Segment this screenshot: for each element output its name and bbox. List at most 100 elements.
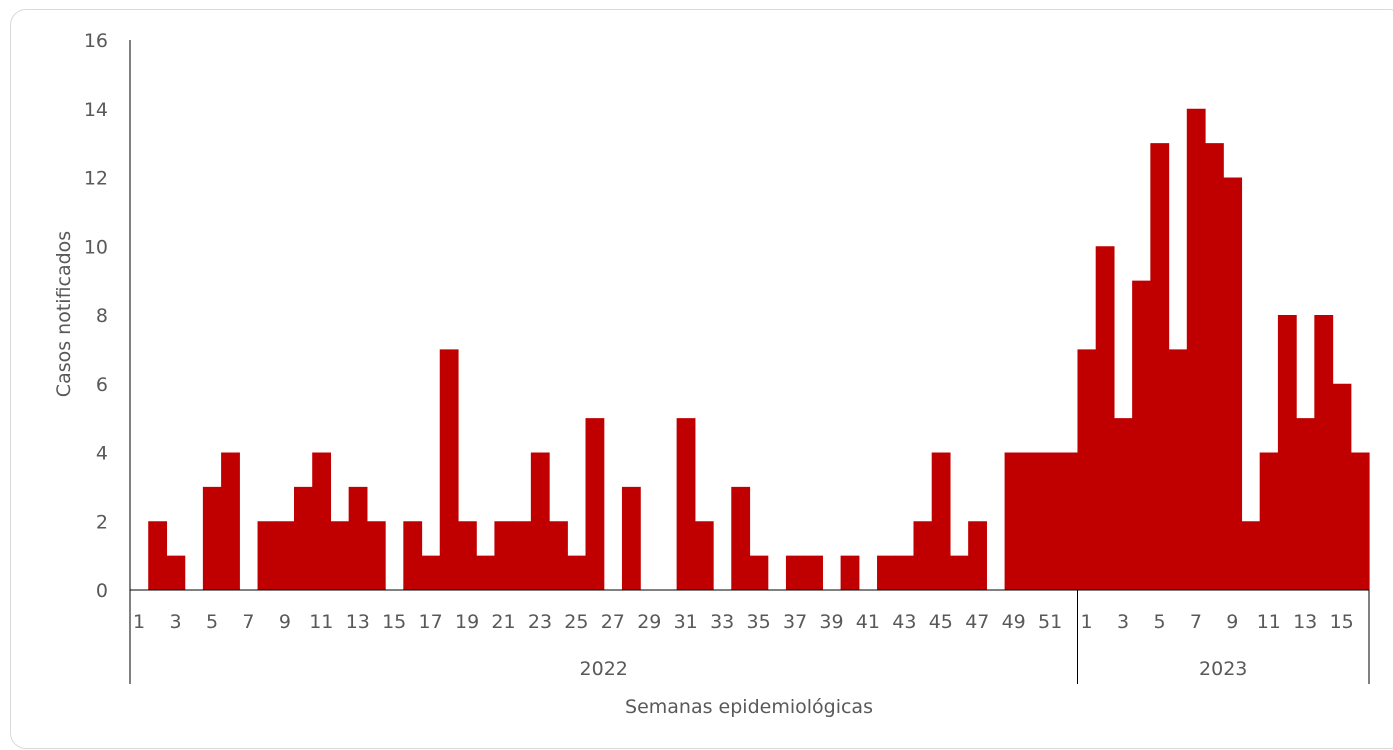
x-tick-label: 11: [1257, 611, 1281, 633]
bar-2022-w38: [804, 555, 823, 591]
x-axis-label: Semanas epidemiológicas: [625, 696, 873, 718]
bar-2023-w11: [1259, 452, 1279, 590]
bar-2023-w8: [1205, 143, 1224, 591]
x-tick-label: 15: [382, 611, 406, 633]
bar-2023-w9: [1223, 177, 1243, 590]
x-tick-label: 9: [1226, 611, 1238, 633]
bar-2023-w2: [1095, 246, 1115, 590]
bar-2022-w2: [148, 521, 168, 590]
x-tick-label: 5: [1153, 611, 1165, 633]
y-tick-label: 12: [84, 168, 108, 190]
bar-2022-w46: [949, 555, 969, 591]
x-tick-label: 21: [491, 611, 515, 633]
bar-2022-w10: [293, 486, 313, 591]
bar-2023-w1: [1077, 349, 1097, 591]
bar-2022-w28: [621, 486, 641, 591]
x-tick-label: 41: [856, 611, 880, 633]
bar-2022-w52: [1059, 452, 1079, 590]
bar-2022-w49: [1004, 452, 1024, 590]
bar-2022-w44: [913, 521, 933, 590]
bar-2023-w7: [1186, 108, 1206, 590]
bar-2022-w21: [494, 521, 514, 590]
x-tick-label: 31: [674, 611, 698, 633]
bar-2022-w50: [1022, 452, 1042, 590]
x-tick-label: 29: [637, 611, 661, 633]
bar-2022-w24: [549, 521, 568, 590]
bar-2022-w26: [585, 418, 605, 591]
x-tick-label: 17: [419, 611, 443, 633]
y-tick-label: 16: [84, 30, 108, 52]
bar-2022-w25: [567, 555, 587, 591]
bar-2022-w34: [731, 486, 751, 591]
bar-2023-w12: [1277, 315, 1297, 590]
x-tick-label: 37: [783, 611, 807, 633]
y-tick-label: 4: [96, 443, 108, 465]
bar-2022-w40: [840, 555, 860, 591]
bar-2022-w51: [1041, 452, 1060, 590]
bar-2022-w22: [512, 521, 532, 590]
y-tick-label: 10: [84, 236, 108, 258]
group-label-2022: 2022: [580, 658, 628, 680]
x-tick-label: 13: [1293, 611, 1317, 633]
bar-2022-w14: [366, 521, 386, 590]
x-tick-label: 25: [564, 611, 588, 633]
y-tick-label: 0: [96, 580, 108, 602]
bar-2022-w3: [166, 555, 186, 591]
x-tick-label: 1: [1081, 611, 1093, 633]
bar-2022-w13: [348, 486, 368, 591]
bar-2022-w32: [694, 521, 714, 590]
bar-2023-w5: [1150, 143, 1170, 591]
x-tick-label: 7: [242, 611, 254, 633]
bar-2022-w19: [457, 521, 477, 590]
x-tick-label: 3: [1117, 611, 1129, 633]
bar-2023-w15: [1332, 383, 1352, 590]
bar-2022-w23: [530, 452, 550, 590]
bar-2022-w42: [877, 555, 896, 591]
x-tick-label: 3: [170, 611, 182, 633]
x-tick-label: 35: [747, 611, 771, 633]
x-tick-label: 15: [1330, 611, 1354, 633]
bar-2022-w9: [275, 521, 295, 590]
bar-2022-w16: [403, 521, 423, 590]
bar-2023-w14: [1314, 315, 1334, 590]
bar-2022-w18: [439, 349, 459, 591]
x-tick-label: 43: [892, 611, 916, 633]
group-label-2023: 2023: [1199, 658, 1247, 680]
bar-2023-w16: [1350, 452, 1370, 590]
bar-2022-w47: [968, 521, 987, 590]
y-tick-label: 14: [84, 99, 108, 121]
bar-2022-w45: [931, 452, 951, 590]
bar-2023-w4: [1132, 280, 1151, 591]
bar-2023-w13: [1296, 418, 1315, 591]
x-tick-label: 19: [455, 611, 479, 633]
bar-2022-w6: [221, 452, 240, 590]
x-tick-label: 49: [1002, 611, 1026, 633]
x-tick-label: 9: [279, 611, 291, 633]
x-tick-label: 45: [929, 611, 953, 633]
bar-2022-w5: [202, 486, 222, 591]
bar-2023-w10: [1241, 521, 1261, 590]
bar-2022-w12: [330, 521, 350, 590]
x-tick-label: 47: [965, 611, 989, 633]
bar-2023-w6: [1168, 349, 1188, 591]
x-tick-label: 5: [206, 611, 218, 633]
bar-2022-w37: [785, 555, 805, 591]
x-tick-label: 27: [601, 611, 625, 633]
y-axis-label: Casos notificados: [53, 231, 75, 397]
bar-2022-w31: [676, 418, 696, 591]
x-tick-label: 39: [819, 611, 843, 633]
x-tick-label: 51: [1038, 611, 1062, 633]
bar-2022-w11: [312, 452, 332, 590]
bar-2022-w20: [476, 555, 496, 591]
x-tick-label: 33: [710, 611, 734, 633]
y-tick-label: 2: [96, 511, 108, 533]
bar-2022-w35: [749, 555, 769, 591]
bar-2022-w17: [421, 555, 441, 591]
bar-2022-w8: [257, 521, 277, 590]
y-tick-label: 6: [96, 374, 108, 396]
x-tick-label: 23: [528, 611, 552, 633]
bar-2022-w43: [895, 555, 915, 591]
y-tick-label: 8: [96, 305, 108, 327]
x-tick-label: 13: [346, 611, 370, 633]
